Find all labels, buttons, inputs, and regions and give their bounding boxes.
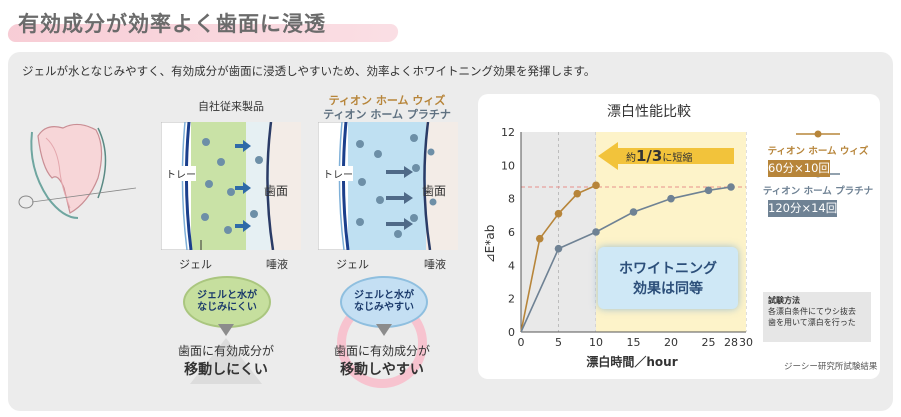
y-tick-label: 8 xyxy=(508,193,515,206)
down-arrow-2 xyxy=(376,324,392,336)
legend-dose-with: 60分×10回 xyxy=(768,160,830,177)
legend-label-platinum: ティオン ホーム プラチナ xyxy=(762,186,874,197)
intro-text: ジェルが水となじみやすく、有効成分が歯面に浸透しやすいため、効率よくホワイトニン… xyxy=(22,64,596,78)
tray-label-1: トレー xyxy=(166,166,196,181)
x-tick-label: 20 xyxy=(664,336,678,349)
x-tick-label: 5 xyxy=(555,336,562,349)
tray-label-2: トレー xyxy=(323,166,353,181)
data-source: ジーシー研究所試験結果 xyxy=(784,362,878,372)
page-title: 有効成分が効率よく歯面に浸透 xyxy=(18,12,326,36)
conventional-title: 自社従来製品 xyxy=(198,100,264,113)
y-tick-label: 10 xyxy=(501,159,515,172)
series-point-1 xyxy=(667,194,675,203)
legend: ティオン ホーム ウィズ 60分×10回 ティオン ホーム プラチナ 120分×… xyxy=(762,124,874,217)
chart-title: 漂白性能比較 xyxy=(607,104,691,120)
legend-label-with: ティオン ホーム ウィズ xyxy=(767,146,869,157)
y-tick-label: 2 xyxy=(508,293,515,306)
y-tick-label: 0 xyxy=(508,326,515,339)
series-point-1 xyxy=(554,244,563,253)
tooth-surface-label-2: 歯面 xyxy=(422,184,447,198)
equal-effect-callout: ホワイトニング 効果は同等 xyxy=(598,247,738,309)
series-point-1 xyxy=(704,186,713,195)
series-point-1 xyxy=(592,228,600,236)
down-arrow-1 xyxy=(190,324,262,384)
legend-dose-platinum: 120分×14回 xyxy=(768,200,838,217)
tion-with-title: ティオン ホーム ウィズ xyxy=(328,94,446,107)
compatibility-bubble-1: ジェルと水が なじみにくい xyxy=(183,276,271,328)
x-tick-label: 25 xyxy=(702,336,716,349)
x-tick-label: 10 xyxy=(589,336,603,349)
tooth-illustration xyxy=(18,123,137,219)
x-tick-label: 15 xyxy=(627,336,641,349)
method-box: 試験方法 各漂白条件にてウシ抜去 歯を用いて漂白を行った xyxy=(763,292,871,342)
x-tick-label: 0 xyxy=(518,336,525,349)
y-tick-label: 4 xyxy=(508,259,515,272)
result-text-2: 歯面に有効成分が 移動しやすい xyxy=(333,344,430,378)
y-tick-label: 12 xyxy=(501,126,515,139)
plot-background xyxy=(521,132,596,332)
compatibility-bubble-2: ジェルと水が なじみやすい xyxy=(340,276,428,328)
x-axis-label: 漂白時間／hour xyxy=(586,354,677,369)
x-tick-label: 28 xyxy=(724,336,738,349)
series-point-0 xyxy=(573,189,582,198)
gel-label-1: ジェル xyxy=(179,258,212,271)
tion-platinum-title: ティオン ホーム プラチナ xyxy=(323,108,451,121)
saliva-label-1: 唾液 xyxy=(266,258,288,271)
y-axis-label: ⊿E*ab xyxy=(483,225,497,264)
legend-marker-with xyxy=(796,130,840,138)
shorten-arrow: 約1/3に短縮 xyxy=(598,142,734,170)
saliva-label-2: 唾液 xyxy=(424,258,446,271)
gel-label-2: ジェル xyxy=(336,258,369,271)
y-tick-label: 6 xyxy=(508,226,515,239)
x-tick-label: 30 xyxy=(739,336,753,349)
tion-diagram xyxy=(318,122,458,250)
svg-text:約1/3に短縮: 約1/3に短縮 xyxy=(626,147,692,165)
series-point-1 xyxy=(629,208,638,216)
series-point-0 xyxy=(554,209,563,218)
conventional-diagram xyxy=(161,122,301,250)
tooth-surface-label-1: 歯面 xyxy=(264,184,289,198)
series-point-0 xyxy=(592,181,600,190)
result-text-1: 歯面に有効成分が 移動しにくい xyxy=(177,344,274,378)
series-point-1 xyxy=(727,183,735,191)
series-point-0 xyxy=(535,234,544,243)
